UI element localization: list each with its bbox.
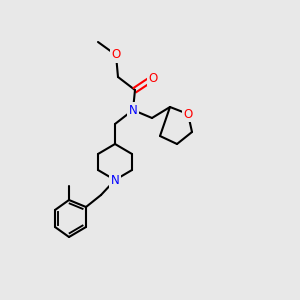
Text: N: N — [129, 103, 137, 116]
Text: O: O — [148, 71, 158, 85]
Text: N: N — [111, 173, 119, 187]
Text: O: O — [183, 107, 193, 121]
Text: O: O — [111, 49, 121, 62]
